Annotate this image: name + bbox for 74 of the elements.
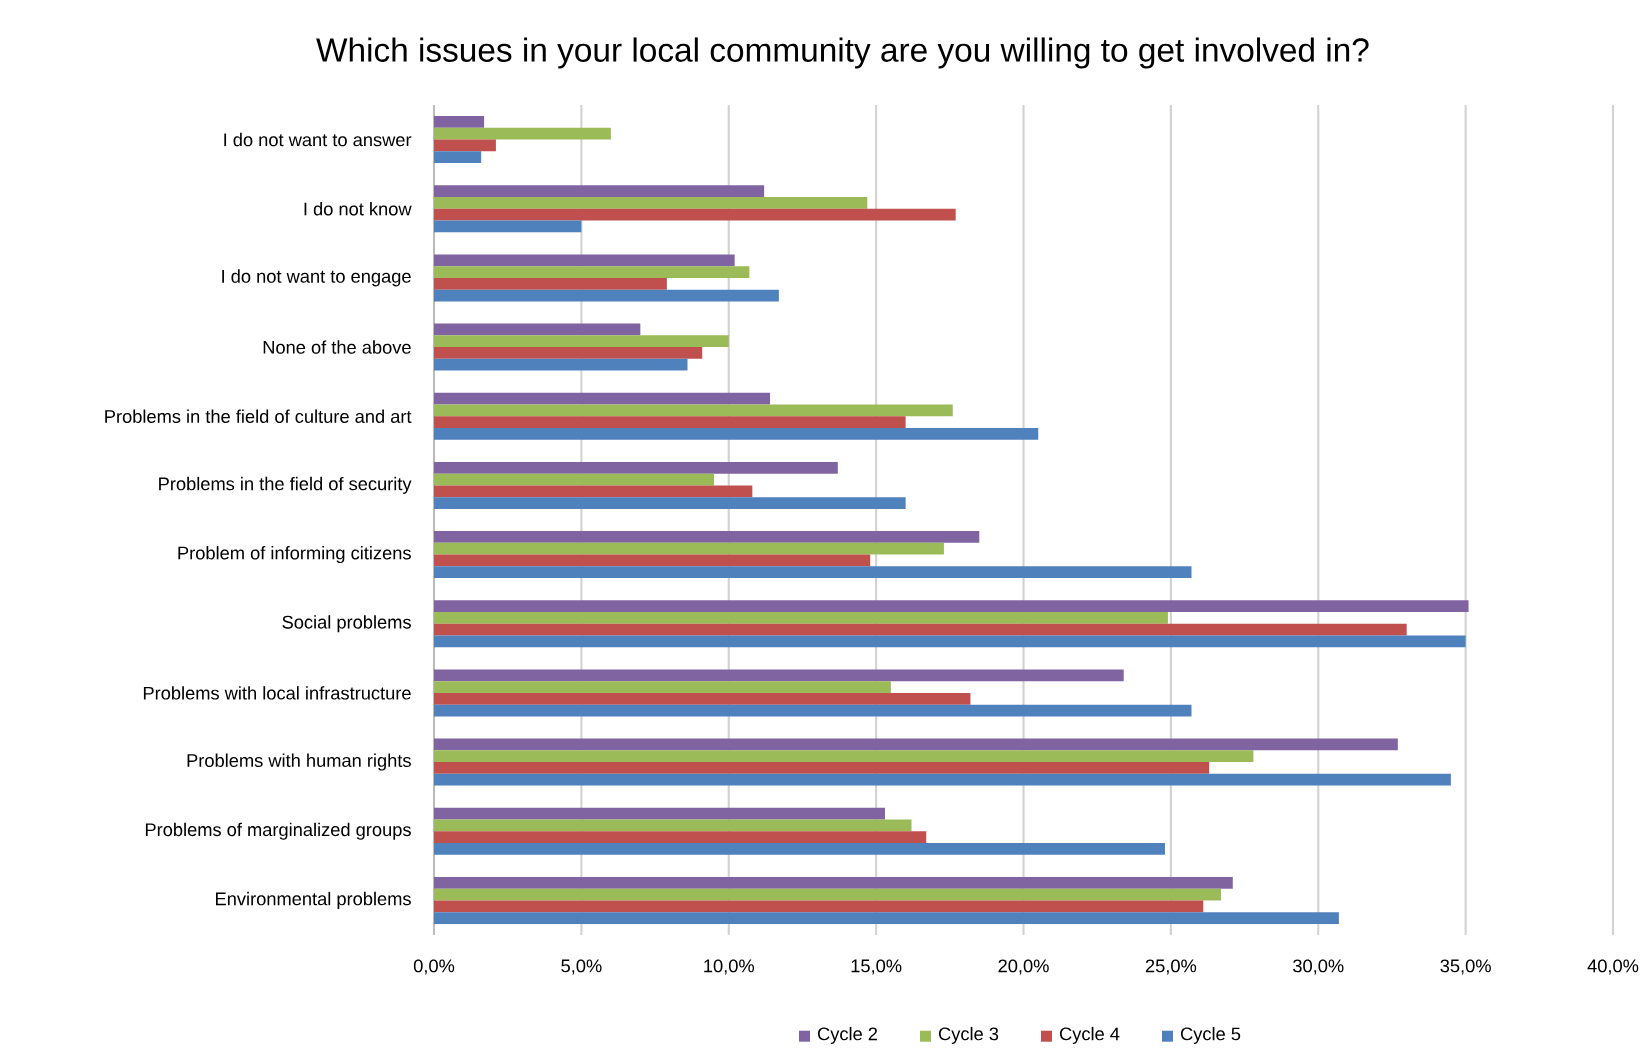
bar [434,692,971,705]
bar [434,531,980,543]
y-tick-label: Problems in the field of culture and art [105,409,412,423]
bar [434,404,953,417]
y-tick-label: I do not want to engage [222,269,411,287]
bar [434,773,1451,786]
bar [434,289,779,302]
bar [434,428,1039,440]
x-tick-label: 15,0% [851,959,902,975]
bar [434,681,891,693]
bar [434,623,1407,636]
bar [434,600,1469,612]
y-tick-label: Problems with human rights [187,753,411,771]
x-tick-label: 30,0% [1293,959,1344,975]
y-tick-label: Problems with local infrastructure [143,686,411,700]
bar [434,323,641,336]
bar [434,669,1124,682]
x-tick-label: 5,0% [561,959,602,975]
bar [434,151,482,164]
bar [434,554,871,567]
bar [434,485,753,498]
bar [434,208,956,221]
x-tick-label: 10,0% [704,959,755,975]
x-tick-label: 0,0% [413,959,455,975]
bar [434,762,1210,774]
bar [434,542,944,555]
x-tick-label: 25,0% [1145,959,1197,975]
y-tick-label: I do not want to answer [224,132,412,147]
bar [434,900,1204,913]
bar [434,127,611,140]
bar [434,704,1192,717]
bar [434,277,667,290]
bar [434,876,1233,889]
y-tick-label: I do not know [304,202,412,216]
y-tick-label: None of the above [263,340,411,354]
x-tick-label: 20,0% [998,959,1049,975]
bar [434,807,885,820]
bar [434,220,582,233]
bar [434,266,750,278]
bar [434,416,906,428]
bar [434,116,485,128]
bar [434,612,1168,624]
bar [434,819,912,832]
x-tick-label: 40,0% [1587,959,1639,975]
bar [434,358,688,371]
bar [434,185,765,197]
bar [434,254,735,267]
bar [434,750,1254,763]
y-tick-label: Problems in the field of security [159,476,412,494]
y-tick-label: Social problems [282,615,411,633]
chart-title: Which issues in your local community are you willing to get involved in? [316,37,1369,69]
legend-label: Cycle 5 [1180,1026,1241,1044]
y-tick-label: Problems of marginalized groups [145,822,411,840]
bar [434,888,1221,901]
y-tick-label: Environmental problems [216,891,411,909]
bar [434,566,1192,579]
bar [434,738,1398,751]
y-tick-label: Problem of informing citizens [178,546,411,564]
bar [434,461,838,474]
bar [434,473,715,486]
legend-label: Cycle 3 [938,1026,999,1044]
bar [434,843,1165,855]
bar [434,347,703,359]
bar [434,139,496,152]
bar [434,196,868,209]
bar [434,335,729,348]
x-tick-label: 35,0% [1440,959,1491,975]
legend-label: Cycle 2 [817,1026,878,1044]
bar [434,497,906,509]
bar [434,392,771,405]
bar [434,831,927,844]
bar [434,635,1466,648]
legend-label: Cycle 4 [1059,1026,1120,1044]
bar [434,912,1339,924]
